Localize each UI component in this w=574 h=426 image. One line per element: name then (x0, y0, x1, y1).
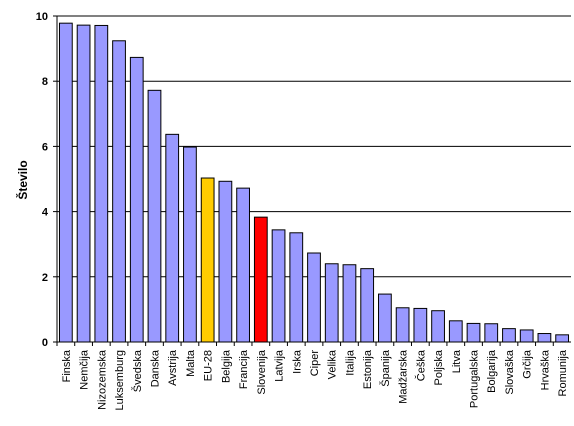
category-label: Nemčija (79, 349, 91, 390)
bar-latvija (271, 229, 286, 343)
bar-portugalska (466, 322, 481, 343)
category-label: Litva (451, 349, 463, 373)
bar--e-ka (413, 307, 428, 343)
bar-francija (236, 187, 250, 343)
bar-mad-arska (395, 307, 410, 343)
bar-ciper (307, 252, 321, 343)
bar-avstrija (165, 133, 180, 343)
bar-irska (289, 232, 304, 343)
category-label: Finska (61, 349, 73, 382)
y-tick-label: 10 (36, 11, 48, 23)
category-label: Bolgarija (486, 349, 498, 393)
category-label: Avstrija (167, 349, 179, 386)
category-label: Madžarska (398, 349, 410, 404)
bar-nizozemska (94, 24, 109, 343)
category-label: Latvija (274, 349, 286, 382)
bar-slova-ka (502, 328, 516, 343)
bar-finska (58, 22, 73, 343)
bar-velika (324, 263, 339, 343)
y-tick-label: 4 (42, 207, 49, 219)
y-tick-labels: 0 2 4 6 8 10 (36, 11, 49, 349)
category-label: Italija (344, 349, 356, 376)
category-label: Slovenija (256, 349, 268, 395)
y-tick-label: 6 (42, 141, 48, 153)
bar-poljska (431, 310, 445, 343)
bar-bolgarija (484, 323, 499, 343)
category-label: Portugalska (469, 349, 481, 408)
bar-estonija (360, 268, 375, 343)
category-label: Švedska (131, 349, 144, 392)
bar-nem-ija (76, 24, 91, 343)
category-label: Luksemburg (114, 350, 126, 411)
bar-italija (342, 264, 357, 343)
category-label: Češka (414, 349, 427, 381)
category-label: Belgija (220, 349, 232, 383)
bar-slovenija (253, 216, 268, 343)
category-label: Irska (291, 349, 303, 374)
category-label: Francija (238, 349, 250, 389)
bar--panija (378, 293, 392, 343)
bar-belgija (218, 180, 233, 343)
y-axis-label: Število (15, 160, 30, 199)
axes (56, 16, 571, 346)
category-label: Slovaška (504, 349, 516, 395)
category-label: Velika (327, 349, 339, 379)
bar-gr-ija (519, 329, 534, 343)
category-label: Estonija (362, 349, 374, 389)
bar-eu-28 (200, 177, 215, 343)
category-label: Nizozemska (96, 349, 108, 410)
category-label: Ciper (309, 350, 321, 377)
y-tick-label: 2 (42, 272, 48, 284)
bar-romunija (555, 334, 570, 343)
bars (58, 22, 570, 343)
bar-malta (183, 146, 197, 343)
bar-hrva-ka (537, 333, 552, 343)
category-label: Poljska (433, 349, 445, 385)
category-label: EU-28 (203, 350, 215, 381)
category-label: Španija (379, 349, 392, 387)
category-label: Danska (149, 349, 161, 387)
y-tick-label: 8 (42, 76, 48, 88)
category-label: Romunija (557, 349, 569, 396)
category-label: Malta (185, 349, 197, 377)
y-tick-label: 0 (42, 337, 48, 349)
bar-luksemburg (112, 40, 126, 343)
category-label: Grčija (522, 349, 534, 379)
category-labels: Finska Nemčija Nizozemska Luksemburg Švedska… (61, 349, 569, 410)
bar-litva (448, 320, 463, 343)
bar--vedska (129, 56, 144, 343)
bar-danska (147, 89, 162, 343)
category-label: Hrvaška (539, 349, 551, 390)
